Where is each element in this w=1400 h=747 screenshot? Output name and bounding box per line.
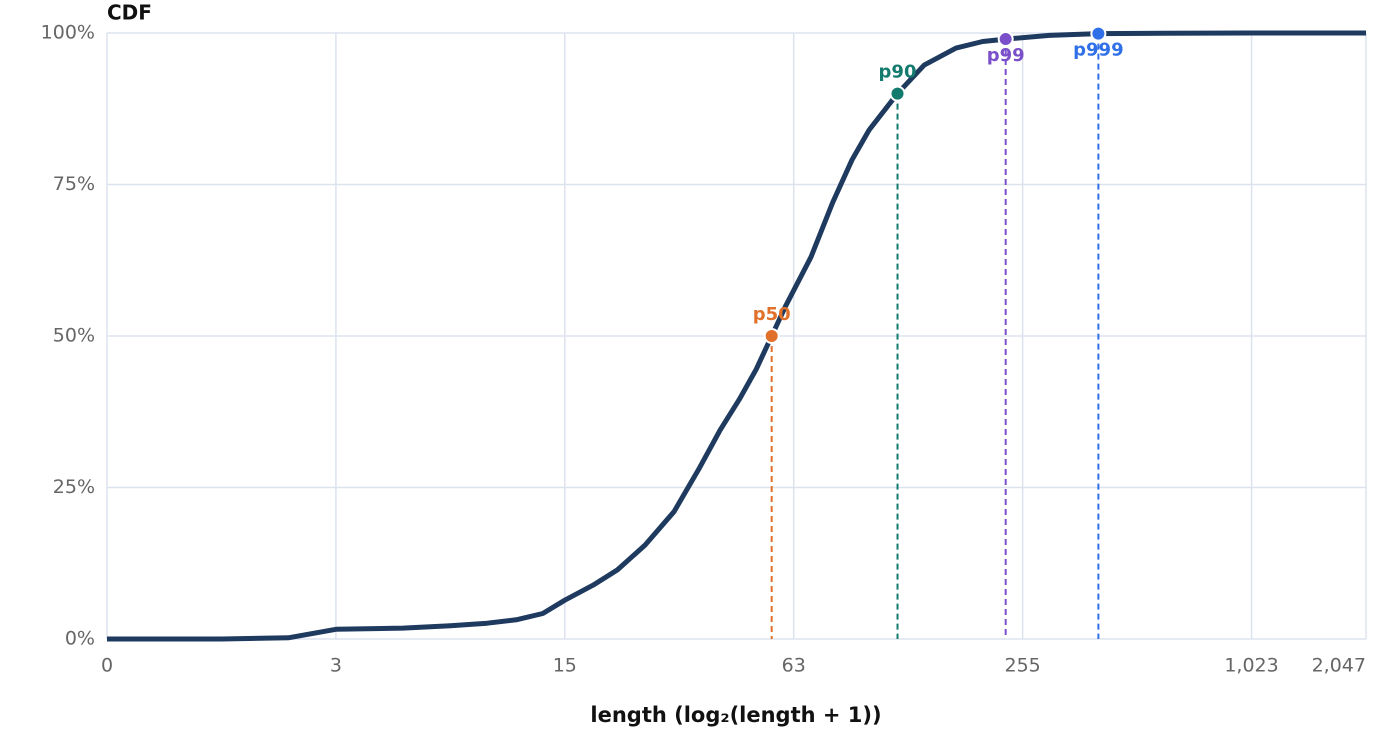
y-tick-label: 25%	[53, 476, 95, 498]
x-tick-label: 3	[330, 655, 342, 677]
y-tick-label: 50%	[53, 325, 95, 347]
x-tick-label: 2,047	[1312, 655, 1366, 677]
y-tick-label: 75%	[53, 173, 95, 195]
chart-title: CDF	[107, 1, 152, 25]
x-tick-label: 15	[553, 655, 577, 677]
x-tick-label: 0	[101, 655, 113, 677]
percentile-label: p90	[879, 62, 917, 83]
percentile-label: p50	[753, 304, 791, 325]
x-axis-label: length (log₂(length + 1))	[590, 703, 881, 727]
percentile-point	[997, 31, 1014, 48]
percentile-point	[889, 85, 906, 102]
x-tick-label: 255	[1005, 655, 1041, 677]
cdf-line	[107, 30, 1366, 642]
percentile-label: p99	[987, 45, 1025, 66]
y-tick-label: 0%	[65, 628, 95, 650]
percentile-point	[763, 328, 780, 344]
x-tick-label: 63	[782, 655, 806, 677]
percentile-point	[1090, 25, 1107, 42]
x-tick-label: 1,023	[1224, 655, 1278, 677]
percentile-label: p999	[1073, 40, 1123, 61]
y-tick-label: 100%	[41, 22, 95, 44]
